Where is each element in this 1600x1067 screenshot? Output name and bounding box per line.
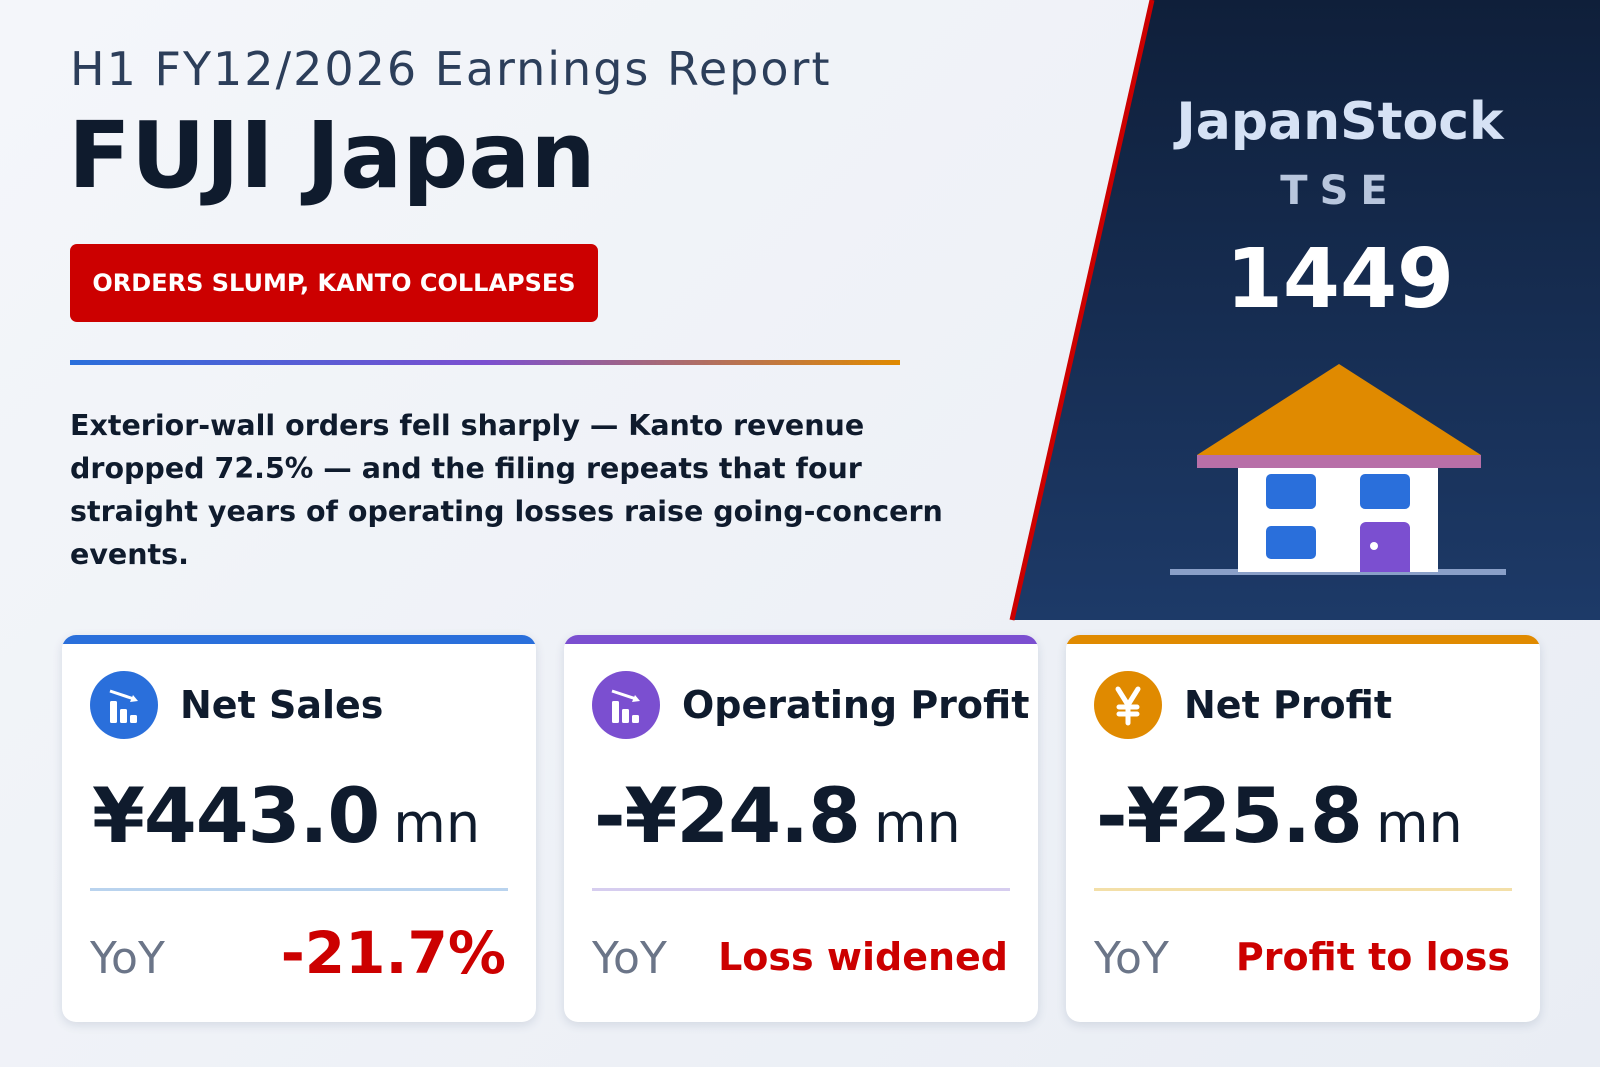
exchange: TSE <box>1280 168 1400 214</box>
subtitle: H1 FY12/2026 Earnings Report <box>70 42 832 96</box>
gradient-rule <box>70 360 900 365</box>
icon <box>90 671 158 739</box>
card-value: -¥25.8 mn <box>1096 771 1463 860</box>
card-label: Net Sales <box>180 683 384 727</box>
card-accent <box>564 635 1038 644</box>
yoy-label: YoY <box>592 933 667 984</box>
card-value: ¥443.0 mn <box>92 771 480 860</box>
icon <box>1094 671 1162 739</box>
house-illustration <box>1170 364 1506 575</box>
metric-card: Operating Profit -¥24.8 mn YoY Loss widened <box>564 635 1038 1022</box>
card-accent <box>62 635 536 644</box>
card-divider <box>90 888 508 891</box>
card-divider <box>1094 888 1512 891</box>
card-icon <box>592 671 660 743</box>
title: FUJI Japan <box>68 102 596 209</box>
value-number: -¥24.8 <box>594 771 861 860</box>
card-icon <box>90 671 158 743</box>
value-unit: mn <box>1375 792 1463 855</box>
stock-code: 1449 <box>1225 232 1455 327</box>
yoy-value: Profit to loss <box>1235 935 1510 979</box>
metric-card: Net Profit -¥25.8 mn YoY Profit to loss <box>1066 635 1540 1022</box>
value-number: -¥25.8 <box>1096 771 1363 860</box>
card-value: -¥24.8 mn <box>594 771 961 860</box>
card-label: Operating Profit <box>682 683 1030 727</box>
card-label: Net Profit <box>1184 683 1392 727</box>
value-number: ¥443.0 <box>92 771 380 860</box>
metric-card: Net Sales ¥443.0 mn YoY -21.7% <box>62 635 536 1022</box>
yoy-value: -21.7% <box>280 919 506 987</box>
card-divider <box>592 888 1010 891</box>
badge: ORDERS SLUMP, KANTO COLLAPSES <box>70 244 598 322</box>
panel-edge <box>1009 0 1155 621</box>
yoy-value: Loss widened <box>718 935 1008 979</box>
yoy-label: YoY <box>1094 933 1169 984</box>
card-accent <box>1066 635 1540 644</box>
yoy-label: YoY <box>90 933 165 984</box>
value-unit: mn <box>873 792 961 855</box>
summary: Exterior-wall orders fell sharply — Kant… <box>70 409 943 571</box>
brand-name: JapanStock <box>1176 92 1504 152</box>
value-unit: mn <box>393 792 481 855</box>
icon <box>592 671 660 739</box>
card-icon <box>1094 671 1162 743</box>
